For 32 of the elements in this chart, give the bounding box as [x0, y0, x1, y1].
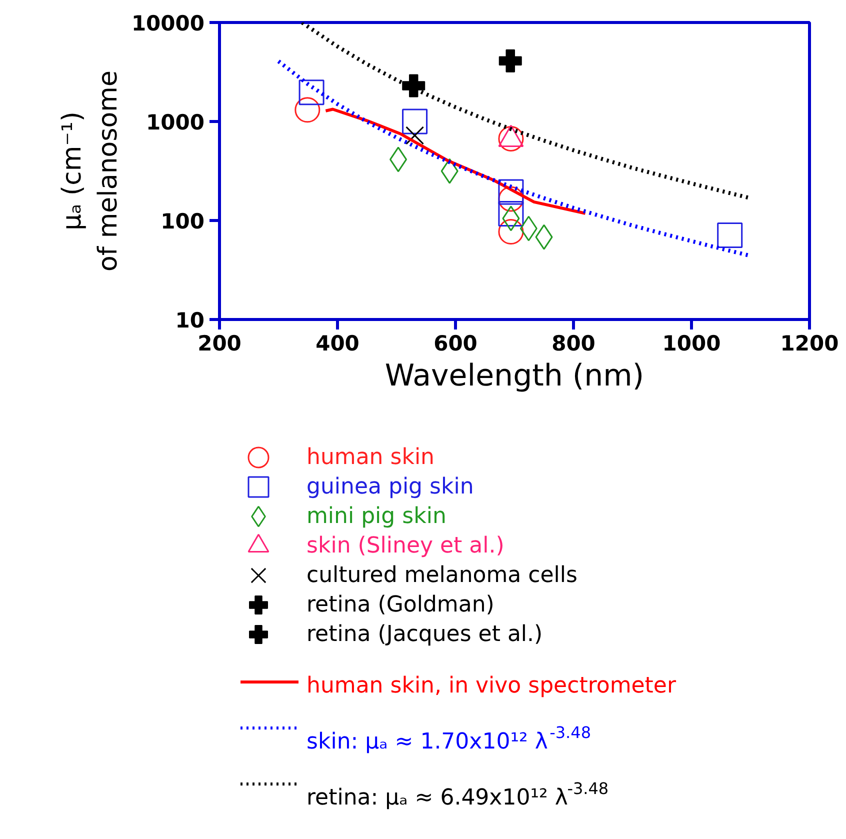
y-tick-label: 10	[175, 308, 205, 332]
point	[498, 201, 524, 226]
legend-label: cultured melanoma cells	[306, 563, 578, 588]
point	[498, 179, 524, 205]
legend-label: retina (Goldman)	[306, 592, 494, 618]
y-tick-label: 10000	[131, 12, 205, 36]
point	[402, 74, 426, 98]
point	[498, 49, 522, 72]
point	[402, 108, 428, 134]
x-tick-label: 600	[434, 332, 478, 356]
point	[294, 97, 320, 123]
x-tick-label: 800	[552, 332, 596, 356]
point	[406, 126, 424, 145]
legend-label: retina (Jacques et al.)	[306, 622, 543, 647]
point	[498, 126, 524, 152]
legend-label: human skin	[306, 445, 434, 470]
y-axis-title: μₐ (cm⁻¹) of melanosome	[57, 70, 124, 272]
x-tick-label: 200	[198, 332, 242, 356]
x-tick-label: 400	[316, 332, 360, 356]
point	[717, 222, 743, 248]
x-tick-label: 1200	[780, 332, 839, 356]
legend-label: guinea pig skin	[306, 474, 474, 500]
x-tick-label: 1000	[662, 332, 721, 356]
legend-label: human skin, in vivo spectrometer	[306, 674, 677, 698]
y-tick-label: 100	[160, 210, 205, 234]
point	[498, 219, 524, 244]
x-axis-title: Wavelength (nm)	[384, 358, 644, 394]
point	[298, 80, 324, 106]
y-tick-label: 1000	[146, 110, 205, 134]
legend-label: mini pig skin	[306, 504, 446, 529]
point	[498, 186, 524, 212]
legend-label: skin (Sliney et al.)	[306, 534, 504, 558]
